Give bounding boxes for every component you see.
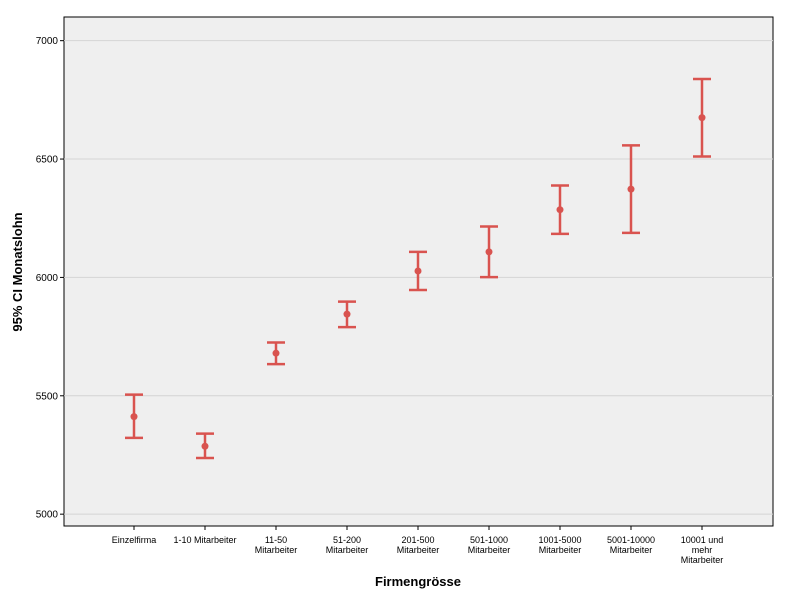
- x-category-label-line: 11-50: [265, 535, 287, 545]
- x-category-label-line: 1001-5000: [538, 535, 581, 545]
- x-category-label: 1001-5000 Mitarbeiter: [538, 535, 581, 555]
- x-category-label-line: 5001-10000: [607, 535, 655, 545]
- x-category-label-line: Mitarbeiter: [397, 545, 440, 555]
- x-category-label-line: 51-200: [333, 535, 361, 545]
- y-axis-title: 95% CI Monatslohn: [10, 212, 25, 331]
- mean-point: [130, 413, 138, 421]
- x-category-label: 51-200 Mitarbeiter: [326, 535, 369, 555]
- mean-point: [272, 349, 280, 357]
- error-bar: [622, 144, 640, 235]
- y-tick-label: 5500: [36, 391, 59, 402]
- error-bar: [409, 250, 427, 292]
- x-category-label: 11-50 Mitarbeiter: [255, 535, 298, 555]
- x-category-label-line: Mitarbeiter: [255, 545, 298, 555]
- mean-point: [414, 267, 422, 275]
- mean-point: [627, 185, 635, 193]
- x-category-label-line: Mitarbeiter: [610, 545, 653, 555]
- x-category-label: 10001 und mehr Mitarbeiter: [681, 535, 724, 565]
- error-bar: [480, 225, 498, 279]
- y-axis: 5000 5500 6000 6500 7000: [36, 36, 64, 521]
- x-category-label: 1-10 Mitarbeiter: [173, 535, 236, 545]
- gridlines: [64, 40, 773, 515]
- x-category-label: 201-500 Mitarbeiter: [397, 535, 440, 555]
- x-category-label-line: 201-500: [401, 535, 434, 545]
- y-tick-label: 6000: [36, 273, 59, 284]
- error-bars: [125, 77, 711, 460]
- x-category-label-line: Mitarbeiter: [468, 545, 511, 555]
- error-bar: [338, 300, 356, 329]
- error-bar: [693, 77, 711, 158]
- y-tick-label: 7000: [36, 36, 59, 47]
- x-category-label-line: Mitarbeiter: [326, 545, 369, 555]
- mean-point: [343, 310, 351, 318]
- x-category-label-line: 501-1000: [470, 535, 508, 545]
- error-bar: [125, 393, 143, 440]
- y-tick-label: 5000: [36, 510, 59, 521]
- error-bar: [267, 341, 285, 366]
- x-category-label-line: mehr: [692, 545, 713, 555]
- mean-point: [201, 442, 209, 450]
- error-bar: [196, 432, 214, 460]
- x-category-label-line: 1-10 Mitarbeiter: [173, 535, 236, 545]
- y-tick-label: 6500: [36, 155, 59, 166]
- mean-point: [485, 248, 493, 256]
- x-category-label-line: 10001 und: [681, 535, 724, 545]
- mean-point: [556, 206, 564, 214]
- x-category-label: 501-1000 Mitarbeiter: [468, 535, 511, 555]
- x-axis-title: Firmengrösse: [375, 574, 461, 589]
- x-category-label: Einzelfirma: [112, 535, 157, 545]
- x-category-label: 5001-10000 Mitarbeiter: [607, 535, 655, 555]
- x-category-label-line: Einzelfirma: [112, 535, 157, 545]
- error-bar: [551, 184, 569, 236]
- mean-point: [698, 114, 706, 122]
- x-category-label-line: Mitarbeiter: [539, 545, 582, 555]
- x-category-label-line: Mitarbeiter: [681, 555, 724, 565]
- x-axis: Einzelfirma 1-10 Mitarbeiter 11-50 Mitarbei…: [112, 526, 724, 565]
